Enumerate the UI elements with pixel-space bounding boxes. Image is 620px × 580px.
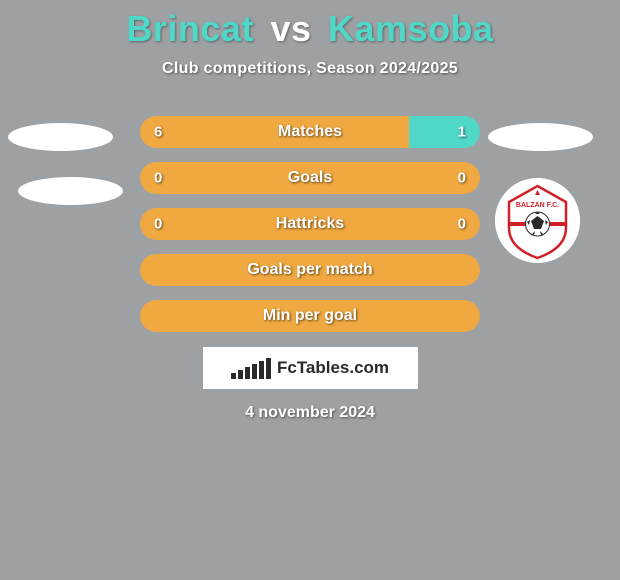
- brand-bar-segment: [238, 370, 243, 379]
- stat-value-right: 0: [458, 170, 466, 187]
- subtitle: Club competitions, Season 2024/2025: [0, 60, 620, 78]
- svg-text:BALZAN F.C.: BALZAN F.C.: [516, 202, 559, 209]
- ellipse-top-left: [8, 123, 113, 151]
- root-container: Brincat vs Kamsoba Club competitions, Se…: [0, 0, 620, 580]
- stat-label: Goals: [288, 169, 332, 187]
- stat-value-left: 6: [154, 124, 162, 141]
- stat-bar: Goals per match: [140, 254, 480, 286]
- page-title: Brincat vs Kamsoba: [0, 0, 620, 50]
- bar-fill-right: [409, 116, 480, 148]
- stat-bar: Hattricks 0 0: [140, 208, 480, 240]
- ellipse-bottom-left: [18, 177, 123, 205]
- stat-value-left: 0: [154, 170, 162, 187]
- vs-label: vs: [270, 8, 311, 49]
- stat-label: Goals per match: [247, 261, 372, 279]
- brand-bar-segment: [252, 364, 257, 379]
- stat-bar: Min per goal: [140, 300, 480, 332]
- stat-label: Matches: [278, 123, 342, 141]
- brand-bar-segment: [231, 373, 236, 379]
- player2-name: Kamsoba: [328, 8, 494, 49]
- club-logo-right: BALZAN F.C.: [495, 178, 580, 263]
- brand-bar-segment: [245, 367, 250, 379]
- date-label: 4 november 2024: [0, 404, 620, 422]
- bar-fill-left: [140, 116, 409, 148]
- brand-text: FcTables.com: [277, 358, 389, 378]
- stat-row: Min per goal: [0, 300, 620, 332]
- brand-badge: FcTables.com: [203, 347, 418, 389]
- stat-value-right: 0: [458, 216, 466, 233]
- stat-value-right: 1: [458, 124, 466, 141]
- stat-label: Hattricks: [276, 215, 344, 233]
- stat-label: Min per goal: [263, 307, 357, 325]
- brand-chart-icon: [231, 358, 271, 379]
- player1-name: Brincat: [126, 8, 254, 49]
- ellipse-top-right: [488, 123, 593, 151]
- brand-bar-segment: [266, 358, 271, 379]
- brand-bar-segment: [259, 361, 264, 379]
- stat-value-left: 0: [154, 216, 162, 233]
- stat-bar: Goals 0 0: [140, 162, 480, 194]
- stat-bar: Matches 6 1: [140, 116, 480, 148]
